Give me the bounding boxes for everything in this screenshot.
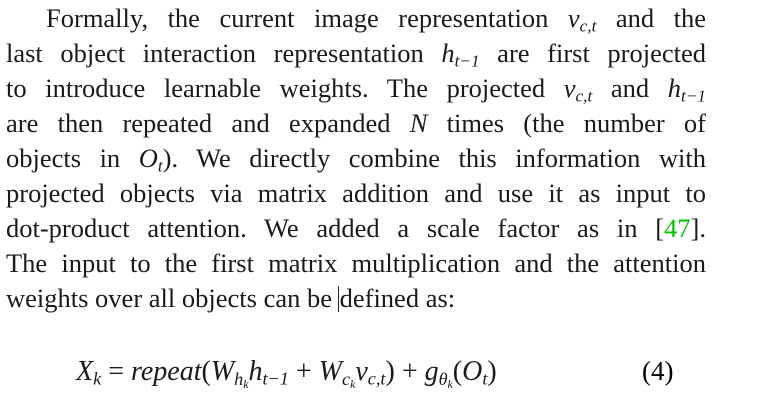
paper-paragraph: Formally, the current image representati… <box>6 0 706 316</box>
text-cursor <box>337 286 339 312</box>
text-line: last object interaction representation h… <box>6 38 706 71</box>
text-line: projected objects via matrix addition an… <box>6 178 706 208</box>
text-line: dot-product attention. We added a scale … <box>6 213 706 243</box>
equation-number: (4) <box>642 356 674 386</box>
citation-link[interactable]: 47 <box>664 213 691 243</box>
text-line: to introduce learnable weights. The proj… <box>6 73 706 106</box>
equation: Xk = repeat(Whkht−1 + Wckvc,t) + gθk(Ot) <box>76 356 497 391</box>
text-line: The input to the first matrix multiplica… <box>6 248 706 278</box>
text-line: Formally, the current image representati… <box>46 3 707 36</box>
text-line: weights over all objects can be defined … <box>6 283 456 313</box>
text-line: are then repeated and expanded N times (… <box>6 108 707 138</box>
text-line: objects in Ot). We directly combine this… <box>6 143 706 176</box>
